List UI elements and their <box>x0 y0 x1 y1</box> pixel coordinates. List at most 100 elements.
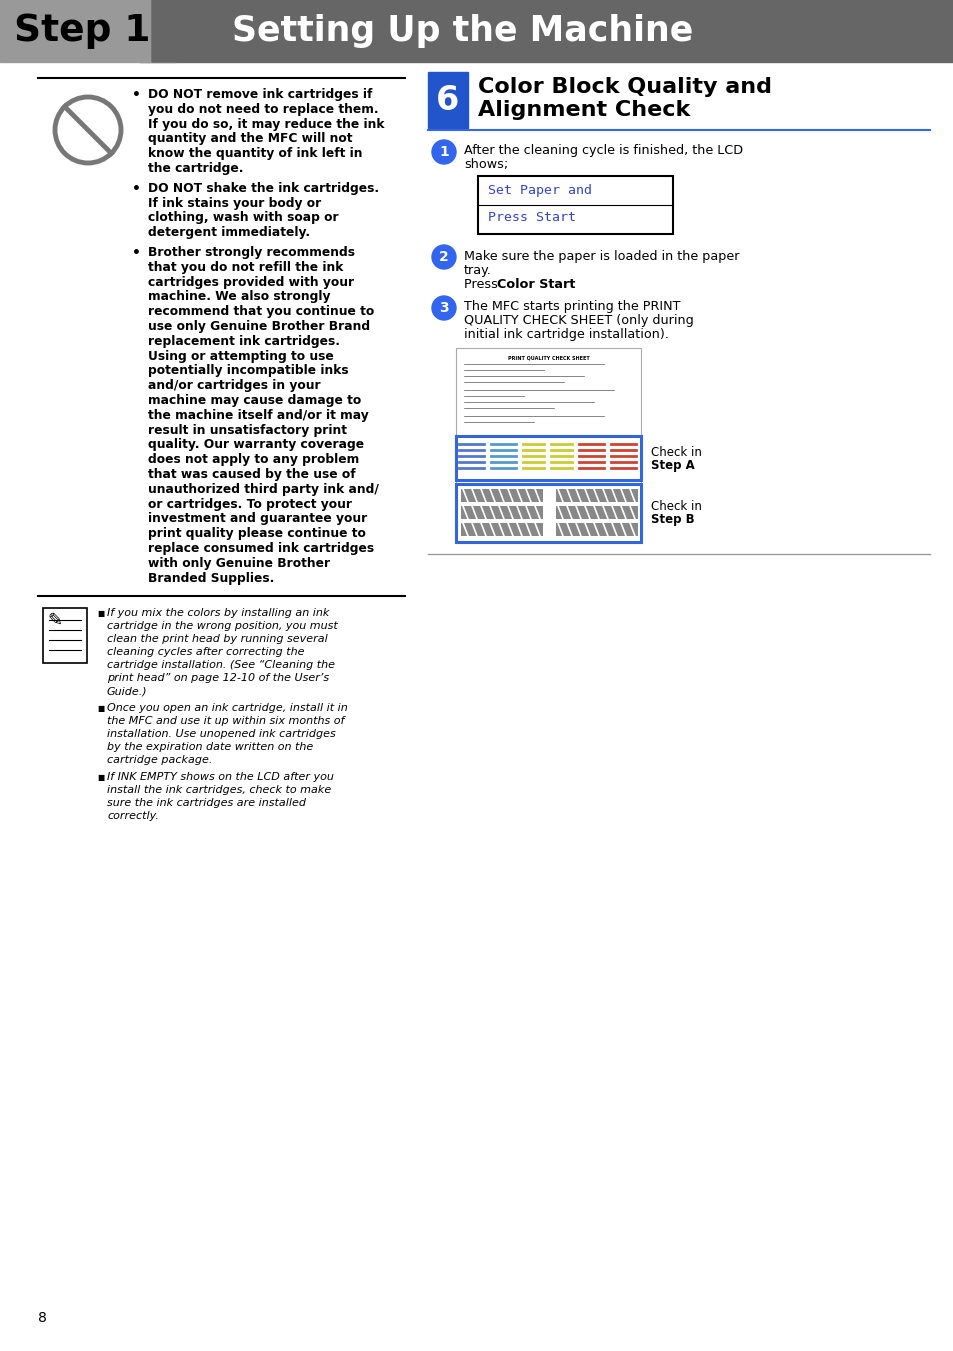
Text: unauthorized third party ink and/: unauthorized third party ink and/ <box>148 482 378 496</box>
Text: machine. We also strongly: machine. We also strongly <box>148 290 330 304</box>
Text: 8: 8 <box>38 1310 47 1325</box>
Text: you do not need to replace them.: you do not need to replace them. <box>148 103 378 116</box>
Text: If you do so, it may reduce the ink: If you do so, it may reduce the ink <box>148 118 384 131</box>
Text: The MFC starts printing the PRINT: The MFC starts printing the PRINT <box>463 300 679 313</box>
Text: the MFC and use it up within six months of: the MFC and use it up within six months … <box>107 716 344 727</box>
Text: •: • <box>132 246 141 259</box>
Text: If INK EMPTY shows on the LCD after you: If INK EMPTY shows on the LCD after you <box>107 773 334 782</box>
Text: 1: 1 <box>438 145 449 159</box>
Bar <box>556 489 638 503</box>
Bar <box>460 523 542 536</box>
Text: Branded Supplies.: Branded Supplies. <box>148 571 274 585</box>
Text: Check in: Check in <box>650 446 705 459</box>
Text: •: • <box>132 88 141 101</box>
Text: Press: Press <box>463 278 501 290</box>
Text: ■: ■ <box>97 704 104 713</box>
Text: cleaning cycles after correcting the: cleaning cycles after correcting the <box>107 647 304 658</box>
Text: with only Genuine Brother: with only Genuine Brother <box>148 557 330 570</box>
Text: the cartridge.: the cartridge. <box>148 162 243 176</box>
Text: ✎: ✎ <box>47 612 62 630</box>
Text: shows;: shows; <box>463 158 508 172</box>
Text: machine may cause damage to: machine may cause damage to <box>148 394 361 407</box>
Text: use only Genuine Brother Brand: use only Genuine Brother Brand <box>148 320 370 332</box>
Text: QUALITY CHECK SHEET (only during: QUALITY CHECK SHEET (only during <box>463 313 693 327</box>
Text: PRINT QUALITY CHECK SHEET: PRINT QUALITY CHECK SHEET <box>507 355 589 359</box>
Text: Press Start: Press Start <box>488 211 576 224</box>
Text: print head” on page 12-10 of the User’s: print head” on page 12-10 of the User’s <box>107 673 329 684</box>
Text: .: . <box>571 278 575 290</box>
Circle shape <box>432 245 456 269</box>
Bar <box>460 507 542 519</box>
Text: cartridge package.: cartridge package. <box>107 755 213 766</box>
Text: 6: 6 <box>436 84 459 116</box>
Bar <box>477 176 672 234</box>
Text: recommend that you continue to: recommend that you continue to <box>148 305 374 319</box>
Circle shape <box>432 141 456 163</box>
Bar <box>456 484 640 542</box>
Bar <box>556 507 638 519</box>
Bar <box>140 0 953 62</box>
Text: Step A: Step A <box>650 459 694 471</box>
Text: clean the print head by running several: clean the print head by running several <box>107 635 328 644</box>
Text: initial ink cartridge installation).: initial ink cartridge installation). <box>463 328 668 340</box>
Text: does not apply to any problem: does not apply to any problem <box>148 453 359 466</box>
Text: DO NOT shake the ink cartridges.: DO NOT shake the ink cartridges. <box>148 182 378 195</box>
Bar <box>0 0 174 62</box>
Text: If you mix the colors by installing an ink: If you mix the colors by installing an i… <box>107 608 329 619</box>
Circle shape <box>432 296 456 320</box>
Text: Step B: Step B <box>650 513 694 526</box>
Text: Make sure the paper is loaded in the paper: Make sure the paper is loaded in the pap… <box>463 250 739 263</box>
Text: clothing, wash with soap or: clothing, wash with soap or <box>148 211 338 224</box>
Text: •: • <box>132 182 141 196</box>
Text: Brother strongly recommends: Brother strongly recommends <box>148 246 355 259</box>
Text: detergent immediately.: detergent immediately. <box>148 226 310 239</box>
Text: Color Block Quality and: Color Block Quality and <box>477 77 771 97</box>
Text: correctly.: correctly. <box>107 812 159 821</box>
Text: install the ink cartridges, check to make: install the ink cartridges, check to mak… <box>107 785 331 796</box>
Text: Once you open an ink cartridge, install it in: Once you open an ink cartridge, install … <box>107 704 348 713</box>
Text: the machine itself and/or it may: the machine itself and/or it may <box>148 409 369 422</box>
Text: Step 1: Step 1 <box>14 14 151 49</box>
Text: 3: 3 <box>438 301 448 315</box>
Text: cartridges provided with your: cartridges provided with your <box>148 276 354 289</box>
Text: print quality please continue to: print quality please continue to <box>148 527 366 540</box>
Text: quality. Our warranty coverage: quality. Our warranty coverage <box>148 439 364 451</box>
Text: Setting Up the Machine: Setting Up the Machine <box>232 14 693 49</box>
Text: tray.: tray. <box>463 263 492 277</box>
Text: result in unsatisfactory print: result in unsatisfactory print <box>148 424 347 436</box>
Bar <box>460 489 542 503</box>
Text: know the quantity of ink left in: know the quantity of ink left in <box>148 147 362 161</box>
Text: Set Paper and: Set Paper and <box>488 184 592 197</box>
Text: replace consumed ink cartridges: replace consumed ink cartridges <box>148 542 374 555</box>
Text: that was caused by the use of: that was caused by the use of <box>148 467 355 481</box>
Text: ■: ■ <box>97 609 104 619</box>
Text: replacement ink cartridges.: replacement ink cartridges. <box>148 335 339 347</box>
Text: sure the ink cartridges are installed: sure the ink cartridges are installed <box>107 798 306 808</box>
Text: quantity and the MFC will not: quantity and the MFC will not <box>148 132 352 146</box>
Text: After the cleaning cycle is finished, the LCD: After the cleaning cycle is finished, th… <box>463 145 742 157</box>
Polygon shape <box>152 0 221 62</box>
Text: cartridge installation. (See “Cleaning the: cartridge installation. (See “Cleaning t… <box>107 661 335 670</box>
Text: installation. Use unopened ink cartridges: installation. Use unopened ink cartridge… <box>107 730 335 739</box>
Text: potentially incompatible inks: potentially incompatible inks <box>148 365 348 377</box>
Text: cartridge in the wrong position, you must: cartridge in the wrong position, you mus… <box>107 621 337 631</box>
Text: Using or attempting to use: Using or attempting to use <box>148 350 334 362</box>
Text: that you do not refill the ink: that you do not refill the ink <box>148 261 343 274</box>
Text: ■: ■ <box>97 773 104 782</box>
Text: Check in: Check in <box>650 500 705 513</box>
Bar <box>428 72 468 128</box>
Text: or cartridges. To protect your: or cartridges. To protect your <box>148 497 352 511</box>
Text: Alignment Check: Alignment Check <box>477 100 690 120</box>
Text: 2: 2 <box>438 250 449 263</box>
Text: Color Start: Color Start <box>497 278 575 290</box>
Text: Guide.): Guide.) <box>107 686 148 696</box>
Text: DO NOT remove ink cartridges if: DO NOT remove ink cartridges if <box>148 88 372 101</box>
Text: investment and guarantee your: investment and guarantee your <box>148 512 367 526</box>
Text: If ink stains your body or: If ink stains your body or <box>148 197 321 209</box>
Bar <box>456 349 640 543</box>
Text: and/or cartridges in your: and/or cartridges in your <box>148 380 320 392</box>
Bar <box>456 436 640 480</box>
Text: by the expiration date written on the: by the expiration date written on the <box>107 743 313 753</box>
Bar <box>556 523 638 536</box>
Bar <box>43 608 87 663</box>
